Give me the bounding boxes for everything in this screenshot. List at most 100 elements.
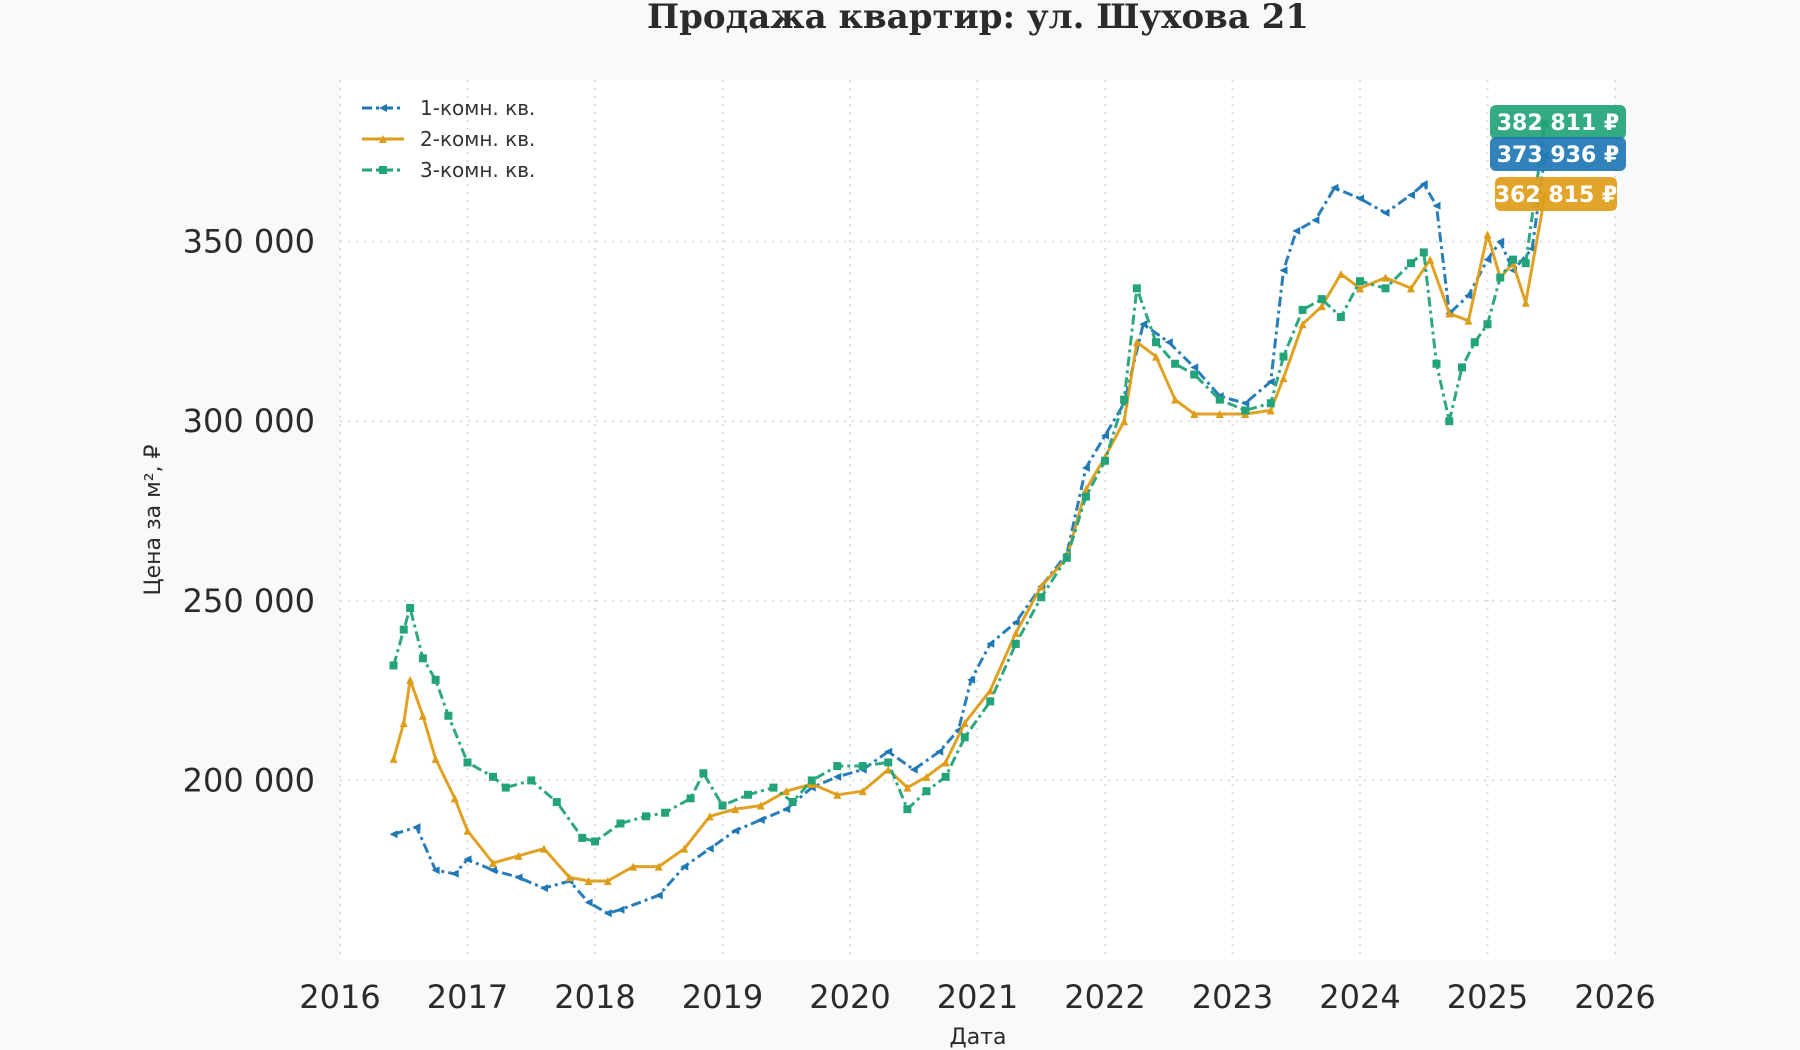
badge-label: 373 936 ₽ (1497, 143, 1619, 168)
data-point (540, 884, 548, 893)
data-point (680, 862, 689, 871)
data-point (431, 675, 440, 684)
data-point (1496, 237, 1505, 246)
data-point (1483, 255, 1492, 264)
data-point (463, 855, 472, 864)
data-point (431, 866, 440, 875)
data-point (1381, 284, 1390, 293)
data-point (489, 866, 497, 875)
data-point (1215, 395, 1224, 404)
data-point (718, 801, 727, 810)
data-point (1215, 410, 1224, 419)
data-point (807, 776, 816, 785)
badge-background (1490, 105, 1626, 139)
data-point (1426, 255, 1435, 264)
data-point (986, 639, 995, 648)
data-point (514, 851, 523, 860)
data-point (833, 790, 842, 799)
data-point (1171, 395, 1180, 404)
data-point (1407, 190, 1415, 199)
data-point (1317, 302, 1326, 311)
data-point (1120, 417, 1129, 426)
data-point (463, 826, 472, 835)
data-point (1139, 320, 1148, 329)
y-tick-label: 250 000 (183, 582, 315, 620)
data-point (986, 697, 995, 706)
data-point (1298, 320, 1307, 329)
data-point (960, 718, 969, 727)
data-point (1483, 230, 1492, 239)
data-point (1132, 284, 1141, 293)
data-point (661, 808, 670, 817)
data-point (1011, 639, 1020, 648)
data-point (1464, 316, 1473, 325)
data-point (450, 869, 459, 878)
data-point (1419, 180, 1428, 189)
data-point (1509, 255, 1517, 264)
legend-label: 1-комн. кв. (420, 96, 535, 120)
legend-swatch-marker (379, 104, 387, 112)
data-point (412, 823, 421, 832)
data-point (1279, 374, 1288, 383)
data-point (941, 772, 950, 781)
legend-swatch-marker (379, 135, 387, 143)
data-point (935, 747, 944, 756)
data-point (1164, 338, 1173, 347)
data-point (1241, 406, 1250, 415)
data-point (884, 765, 893, 774)
data-point (1407, 259, 1415, 268)
data-point (903, 805, 912, 814)
data-point (399, 718, 408, 727)
data-point (1152, 338, 1160, 347)
data-point (1101, 431, 1109, 440)
data-point (1458, 363, 1466, 372)
data-point (1062, 553, 1071, 562)
data-point (833, 762, 842, 771)
data-point (584, 876, 593, 885)
data-point (489, 772, 497, 781)
end-value-badges: 382 811 ₽ 373 936 ₽ 362 815 ₽ (1490, 105, 1626, 211)
data-point (884, 758, 893, 767)
data-point (788, 797, 797, 806)
data-point (1037, 593, 1046, 602)
data-point (1266, 377, 1275, 386)
data-point (463, 758, 472, 767)
data-point (1101, 456, 1109, 465)
data-point (922, 787, 931, 796)
y-axis-label: Цена за м², ₽ (141, 444, 166, 595)
end-value-badge: 382 811 ₽ (1490, 105, 1626, 139)
data-point (731, 805, 740, 814)
data-point (540, 844, 548, 853)
data-point (1266, 399, 1275, 408)
data-point (858, 762, 867, 771)
data-point (1336, 313, 1345, 322)
badge-background (1495, 177, 1617, 211)
data-point (389, 830, 398, 839)
data-point (941, 758, 950, 767)
data-point (527, 776, 536, 785)
end-value-badge: 373 936 ₽ (1490, 137, 1626, 171)
data-point (680, 844, 689, 853)
data-point (1521, 259, 1530, 268)
data-point (1292, 226, 1301, 235)
x-axis-label: Дата (950, 1025, 1007, 1050)
end-value-badge: 362 815 ₽ (1495, 177, 1617, 211)
data-point (1037, 582, 1046, 591)
data-point (1432, 359, 1441, 368)
data-point (584, 898, 593, 907)
data-point (642, 812, 650, 821)
data-point (1496, 273, 1505, 282)
y-tick-label: 200 000 (183, 761, 315, 799)
data-point (686, 794, 695, 803)
data-point (1356, 277, 1364, 286)
data-point (1011, 618, 1020, 627)
legend-swatch-marker (379, 166, 387, 174)
series-3 (389, 119, 1549, 846)
legend: 1-комн. кв. 2-комн. кв. 3-комн. кв. (362, 96, 535, 182)
data-point (1432, 201, 1441, 210)
y-tick-label: 300 000 (183, 402, 315, 440)
data-point (1279, 266, 1288, 275)
data-point (418, 654, 427, 663)
x-tick-label: 2018 (554, 978, 635, 1016)
